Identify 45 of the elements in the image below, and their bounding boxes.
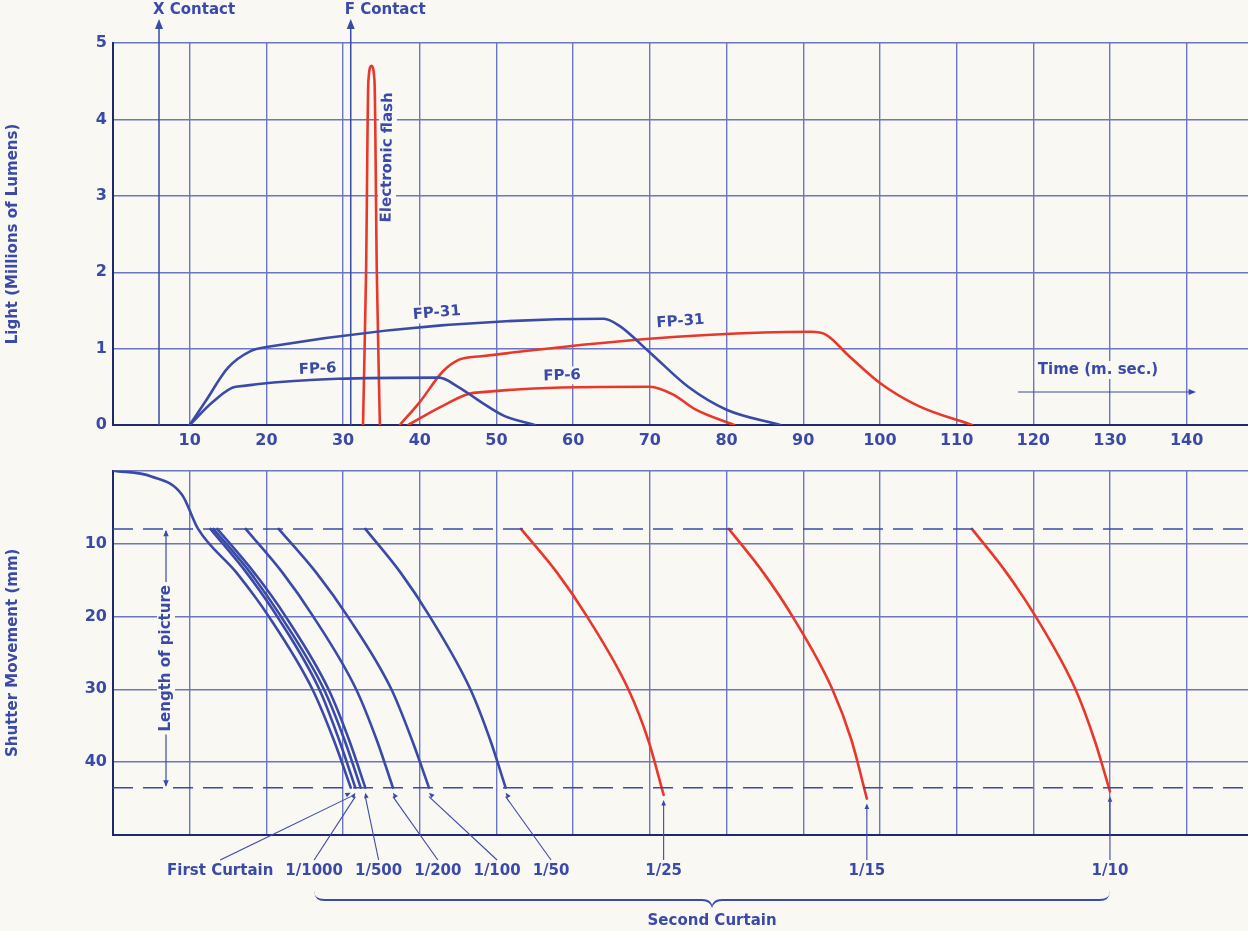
x-tick-label: 110	[939, 429, 974, 449]
y-tick-label: 30	[84, 678, 107, 698]
y-tick-label: 1	[95, 337, 107, 357]
text: 1/25	[645, 860, 683, 879]
y-axis-title: Light (Millions of Lumens)	[2, 123, 21, 345]
y-tick-label: 4	[95, 108, 107, 128]
text: First Curtain	[167, 860, 274, 879]
x-tick-label: 120	[1016, 429, 1050, 449]
x-tick-label: 30	[331, 429, 355, 449]
ref-line-label: F Contact	[344, 0, 426, 18]
x-tick-label: 90	[792, 429, 815, 449]
x-tick-label: 10	[178, 429, 201, 449]
text: 1/500	[354, 860, 403, 879]
y-tick-label: 20	[84, 605, 107, 625]
text: 1/1000	[285, 860, 343, 879]
x-tick-label: 50	[485, 429, 508, 449]
y-tick-label: 2	[95, 261, 107, 281]
x-tick-label: 60	[562, 429, 585, 449]
series-label: FP-31	[655, 309, 705, 332]
x-axis-title: Time (m. sec.)	[1037, 359, 1159, 378]
x-tick-label: 100	[863, 429, 897, 449]
x-tick-label: 20	[255, 429, 278, 449]
y-tick-label: 3	[95, 184, 107, 204]
text: 1/10	[1091, 860, 1129, 879]
text: 1/200	[414, 860, 462, 879]
x-tick-label: 40	[408, 429, 431, 449]
series-label: FP-6	[298, 358, 337, 378]
x-tick-label: 140	[1169, 429, 1204, 449]
y-tick-label: 40	[84, 751, 107, 771]
x-tick-label: 70	[638, 429, 661, 449]
series-label: FP-31	[411, 300, 462, 323]
x-tick-label: 80	[715, 429, 738, 449]
ref-line-label: X Contact	[153, 0, 236, 18]
x-tick-label: 130	[1093, 429, 1127, 449]
y-tick-label: 0	[95, 414, 107, 434]
text: 1/100	[473, 860, 521, 879]
annotation: Length of picture	[155, 585, 174, 732]
text: 1/15	[848, 860, 886, 879]
text: Electronic flash	[376, 92, 397, 223]
series-label: FP-6	[542, 365, 582, 385]
y-axis-title: Shutter Movement (mm)	[2, 548, 21, 757]
text: 1/50	[532, 860, 570, 879]
text: Second Curtain	[647, 910, 777, 929]
y-tick-label: 5	[95, 32, 107, 52]
y-tick-label: 10	[84, 532, 107, 552]
